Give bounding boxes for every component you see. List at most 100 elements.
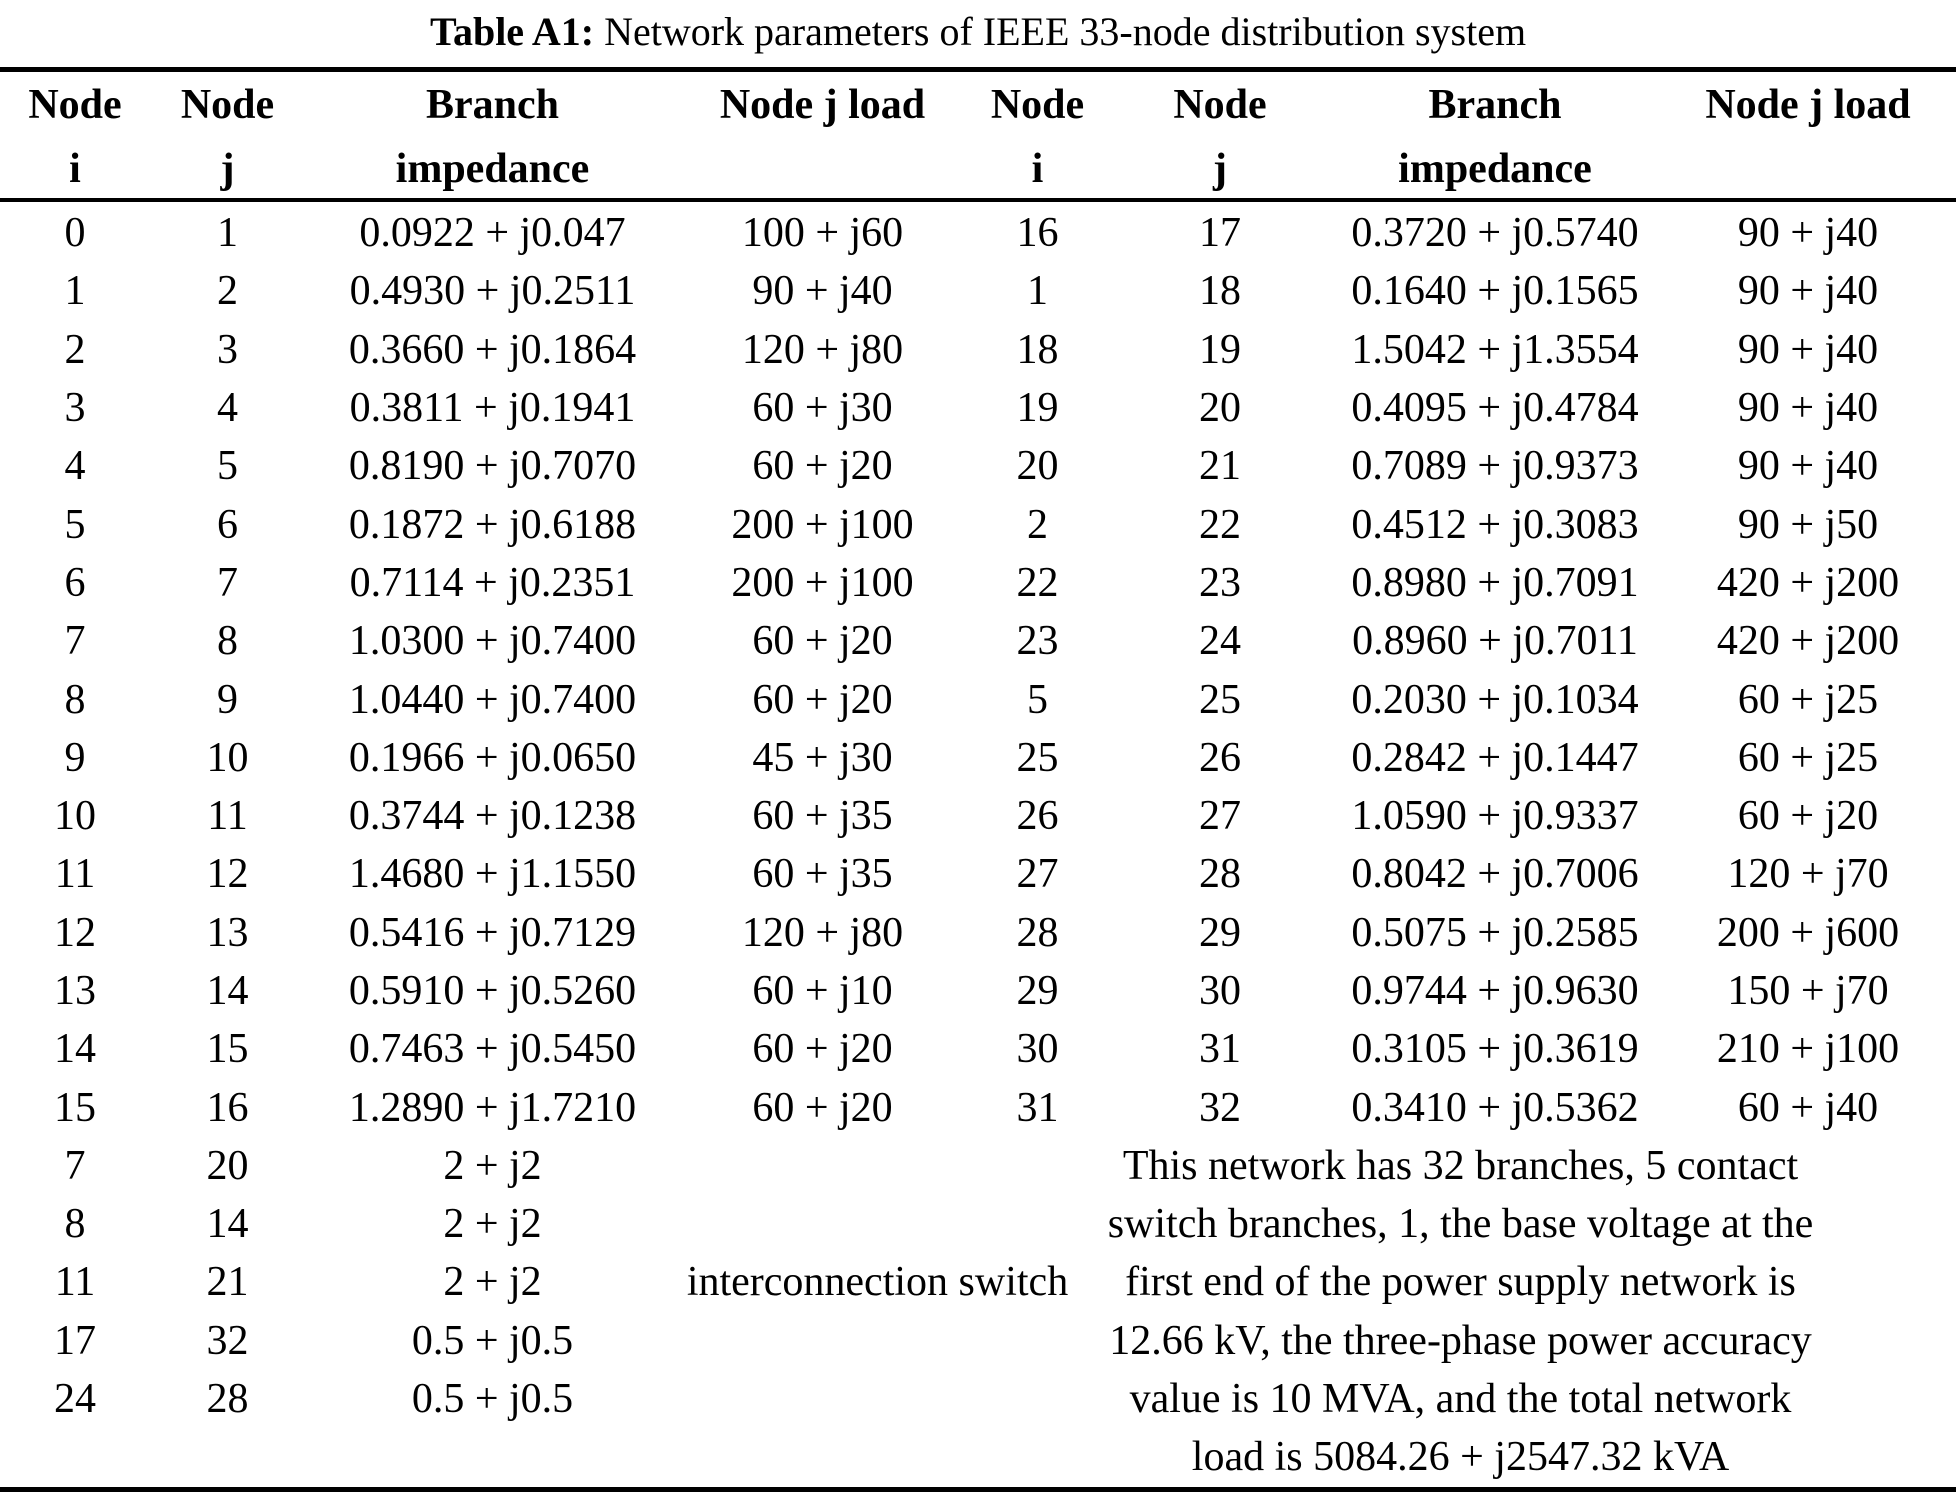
cell-node-j: 25 <box>1199 676 1241 723</box>
cell-load: 60 + j20 <box>1737 793 1879 840</box>
cell-node-i: 24 <box>54 1376 96 1423</box>
cell-node-j: 16 <box>206 1084 249 1131</box>
table-caption: Table A1: Network parameters of IEEE 33-… <box>0 8 1956 56</box>
cell-node-j: 1 <box>217 210 238 257</box>
cell-impedance: 0.1872 + j0.6188 <box>348 501 637 548</box>
cell-load: 210 + j100 <box>1716 1026 1900 1073</box>
cell-node-i: 12 <box>54 909 96 956</box>
cell-impedance: 1.0300 + j0.7400 <box>348 618 637 665</box>
cell-node-i: 0 <box>64 210 86 257</box>
header-i-left: i <box>69 146 81 192</box>
cell-impedance: 0.8190 + j0.7070 <box>348 443 637 490</box>
cell-node-j: 7 <box>217 559 238 606</box>
cell-node-i: 26 <box>1016 793 1059 840</box>
cell-node-j: 11 <box>207 793 248 840</box>
cell-load: 60 + j25 <box>1737 676 1879 723</box>
note-line: 12.66 kV, the three-phase power accuracy <box>1109 1317 1812 1364</box>
cell-node-j: 21 <box>206 1259 249 1306</box>
cell-node-i: 5 <box>1027 676 1048 723</box>
cell-load: 90 + j40 <box>1737 210 1879 257</box>
cell-impedance: 2 + j2 <box>443 1201 542 1248</box>
cell-node-j: 4 <box>217 385 238 432</box>
header-node-i-left: Node <box>28 82 122 128</box>
cell-node-i: 29 <box>1016 968 1059 1014</box>
cell-impedance: 0.2030 + j0.1034 <box>1351 676 1639 723</box>
cell-load: 420 + j200 <box>1716 559 1900 606</box>
cell-impedance: 0.5 + j0.5 <box>411 1317 574 1364</box>
cell-node-i: 9 <box>64 734 86 781</box>
cell-node-i: 30 <box>1016 1026 1059 1073</box>
note-line: switch branches, 1, the base voltage at … <box>1107 1201 1814 1248</box>
cell-load: 60 + j20 <box>752 618 893 665</box>
cell-node-j: 27 <box>1199 793 1241 840</box>
cell-node-j: 30 <box>1199 968 1241 1014</box>
cell-impedance: 0.3720 + j0.5740 <box>1351 210 1639 257</box>
cell-impedance: 2 + j2 <box>443 1259 542 1306</box>
cell-node-i: 10 <box>54 793 96 840</box>
cell-node-j: 14 <box>206 1201 249 1248</box>
cell-node-i: 1 <box>1027 268 1048 315</box>
cell-impedance: 1.0590 + j0.9337 <box>1351 793 1639 840</box>
cell-load: 45 + j30 <box>752 734 893 781</box>
header-node-j-left: Node <box>180 82 275 128</box>
header-load-right: Node j load <box>1705 82 1911 128</box>
cell-node-j: 24 <box>1199 618 1241 665</box>
header-node-i-right: Node <box>990 82 1085 128</box>
note-line: value is 10 MVA, and the total network <box>1129 1376 1792 1423</box>
cell-node-j: 29 <box>1199 909 1241 956</box>
cell-node-i: 13 <box>54 968 96 1014</box>
cell-node-j: 15 <box>206 1026 249 1073</box>
cell-node-i: 11 <box>54 1259 96 1306</box>
cell-node-j: 17 <box>1199 210 1241 257</box>
cell-node-j: 26 <box>1199 734 1241 781</box>
cell-node-j: 8 <box>217 618 238 665</box>
cell-load: 90 + j40 <box>1737 268 1879 315</box>
cell-node-i: 28 <box>1016 909 1059 956</box>
cell-node-i: 25 <box>1016 734 1059 781</box>
cell-impedance: 0.3410 + j0.5362 <box>1351 1084 1639 1131</box>
cell-impedance: 0.8042 + j0.7006 <box>1351 851 1639 898</box>
cell-impedance: 0.3660 + j0.1864 <box>348 326 637 373</box>
note-line: first end of the power supply network is <box>1125 1259 1796 1306</box>
cell-impedance: 0.1966 + j0.0650 <box>348 734 637 781</box>
cell-impedance: 0.9744 + j0.9630 <box>1351 968 1639 1014</box>
cell-load: 200 + j600 <box>1716 909 1900 956</box>
cell-node-i: 19 <box>1016 385 1059 432</box>
cell-load: 90 + j40 <box>1737 443 1879 490</box>
cell-impedance: 0.3744 + j0.1238 <box>348 793 637 840</box>
cell-impedance: 1.0440 + j0.7400 <box>348 676 637 723</box>
cell-impedance: 0.3811 + j0.1941 <box>349 385 636 432</box>
header-load-left: Node j load <box>719 82 926 128</box>
cell-node-i: 3 <box>64 385 86 432</box>
cell-load: 60 + j35 <box>752 851 893 898</box>
cell-node-j: 20 <box>1199 385 1241 432</box>
cell-node-i: 1 <box>64 268 86 315</box>
cell-impedance: 1.4680 + j1.1550 <box>348 851 637 898</box>
header-i-right: i <box>1031 146 1044 192</box>
table-rule-bottom <box>0 1487 1956 1492</box>
cell-node-j: 31 <box>1199 1026 1241 1073</box>
cell-node-i: 22 <box>1016 559 1059 606</box>
cell-impedance: 0.8960 + j0.7011 <box>1352 618 1638 665</box>
cell-node-i: 16 <box>1016 210 1059 257</box>
cell-impedance: 0.5075 + j0.2585 <box>1351 909 1639 956</box>
cell-node-j: 23 <box>1199 559 1241 606</box>
cell-node-i: 8 <box>64 1201 86 1248</box>
cell-node-j: 32 <box>1199 1084 1241 1131</box>
cell-load: 90 + j40 <box>1737 385 1879 432</box>
cell-load: 420 + j200 <box>1716 618 1900 665</box>
cell-impedance: 0.5910 + j0.5260 <box>348 968 637 1014</box>
cell-impedance: 0.4930 + j0.2511 <box>349 268 636 315</box>
cell-node-j: 14 <box>206 968 249 1014</box>
table-caption-text: Network parameters of IEEE 33-node distr… <box>594 9 1527 54</box>
cell-impedance: 0.4512 + j0.3083 <box>1351 501 1639 548</box>
cell-impedance: 0.7463 + j0.5450 <box>348 1026 637 1073</box>
cell-load: 90 + j40 <box>752 268 893 315</box>
cell-node-j: 6 <box>217 501 238 548</box>
header-node-j-right: Node <box>1173 82 1267 128</box>
note-line: This network has 32 branches, 5 contact <box>1122 1142 1799 1189</box>
header-branch-right: Branch <box>1428 82 1562 128</box>
cell-load: 60 + j20 <box>752 676 893 723</box>
cell-impedance: 0.4095 + j0.4784 <box>1351 385 1639 432</box>
cell-impedance: 0.2842 + j0.1447 <box>1351 734 1639 781</box>
